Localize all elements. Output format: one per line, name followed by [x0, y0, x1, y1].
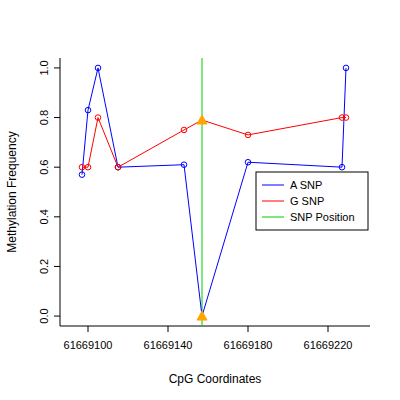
legend-swatch — [262, 185, 284, 186]
y-tick-label: 0.2 — [38, 259, 50, 274]
y-tick-label: 1.0 — [38, 60, 50, 75]
background — [0, 0, 400, 400]
chart: 61669100 61669140 61669180 61669220 0.0 0.2 0.… — [0, 0, 400, 400]
legend-label: A SNP — [290, 179, 322, 191]
point — [181, 162, 187, 168]
point — [115, 164, 121, 170]
y-tick — [54, 266, 60, 267]
legend-swatch — [262, 201, 284, 202]
point — [115, 164, 121, 170]
point — [95, 115, 101, 121]
point — [343, 115, 349, 121]
y-tick — [54, 167, 60, 168]
y-tick-label: 0.8 — [38, 110, 50, 125]
snp-point — [197, 115, 207, 124]
y-axis-line — [60, 58, 61, 326]
y-tick — [54, 117, 60, 118]
y-tick-label: 0.0 — [38, 308, 50, 323]
x-tick — [248, 326, 249, 332]
y-tick — [54, 316, 60, 317]
point — [339, 164, 345, 170]
legend-label: G SNP — [290, 195, 324, 207]
point — [181, 127, 187, 133]
point — [343, 65, 349, 71]
x-tick-label: 61669100 — [64, 339, 113, 351]
legend-swatch — [262, 217, 284, 218]
x-tick — [328, 326, 329, 332]
legend-box — [256, 172, 368, 230]
snp-point — [197, 311, 207, 320]
legend-label: SNP Position — [290, 211, 355, 223]
x-tick — [88, 326, 89, 332]
x-tick-label: 61669140 — [144, 339, 193, 351]
point — [85, 107, 91, 113]
x-axis-label: CpG Coordinates — [169, 372, 262, 386]
y-tick-label: 0.4 — [38, 209, 50, 224]
point — [85, 164, 91, 170]
snp-position-line — [202, 58, 203, 326]
series-line — [82, 118, 346, 168]
y-axis-label: Methylation Frequency — [5, 131, 19, 252]
point — [245, 159, 251, 165]
x-axis-line — [60, 326, 370, 327]
x-tick-label: 61669220 — [304, 339, 353, 351]
x-tick-label: 61669180 — [224, 339, 273, 351]
x-tick — [168, 326, 169, 332]
point — [79, 164, 85, 170]
point — [95, 65, 101, 71]
point — [79, 172, 85, 178]
y-tick-label: 0.6 — [38, 160, 50, 175]
y-tick — [54, 67, 60, 68]
legend: A SNP G SNP SNP Position — [256, 172, 368, 230]
point — [245, 132, 251, 138]
y-tick — [54, 216, 60, 217]
